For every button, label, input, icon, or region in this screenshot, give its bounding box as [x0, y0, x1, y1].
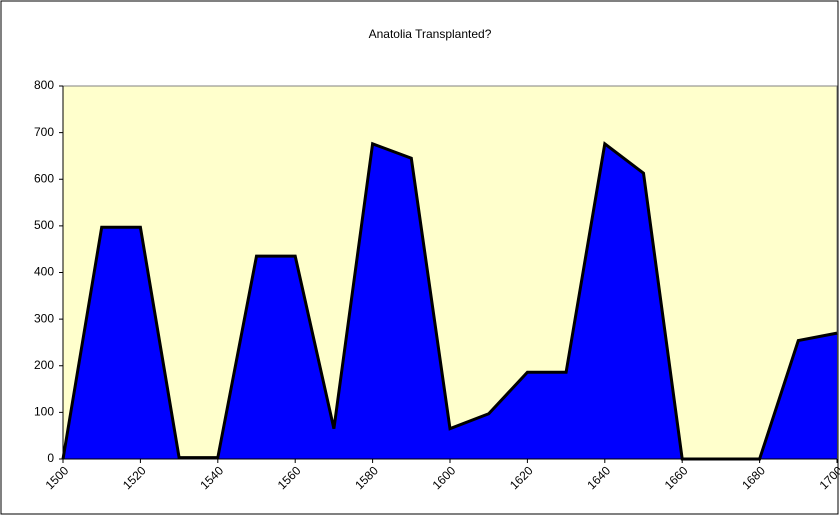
y-tick-label: 500 [34, 218, 54, 232]
y-tick-label: 400 [34, 265, 54, 279]
plot-area [62, 85, 838, 460]
y-tick-label: 600 [34, 171, 54, 185]
area-fill [63, 143, 837, 459]
y-tick-label: 700 [34, 125, 54, 139]
y-tick-label: 0 [47, 451, 54, 465]
y-tick-label: 800 [34, 78, 54, 92]
chart-title: Anatolia Transplanted? [369, 27, 492, 41]
y-tick-label: 100 [34, 405, 54, 419]
y-tick-label: 200 [34, 358, 54, 372]
y-tick-label: 300 [34, 311, 54, 325]
